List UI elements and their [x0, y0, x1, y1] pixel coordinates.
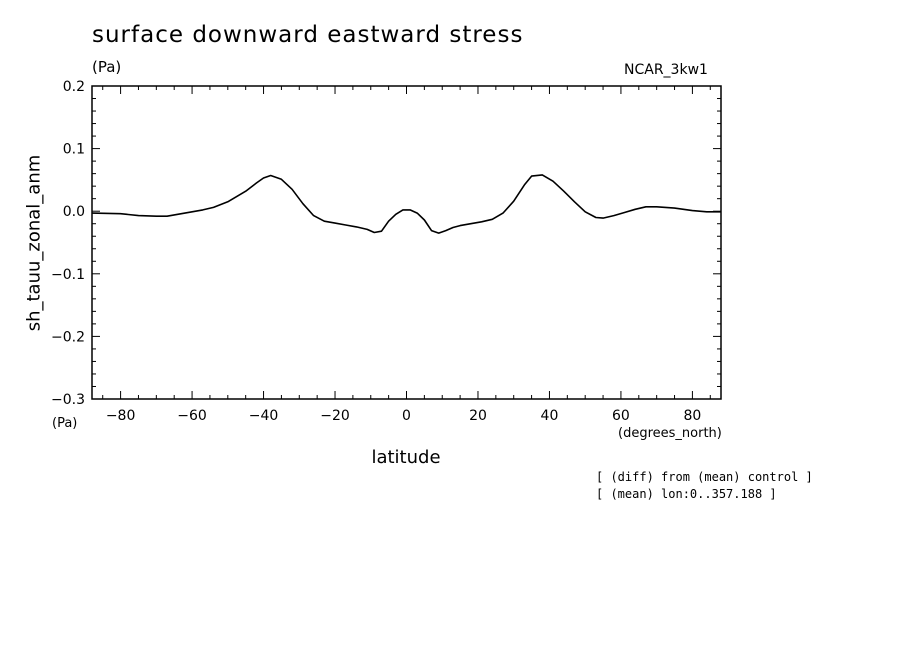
- annotation-diff: [ (diff) from (mean) control ]: [596, 470, 813, 484]
- x-tick-label: 80: [683, 408, 701, 424]
- model-label: NCAR_3kw1: [624, 62, 708, 78]
- axis-ticks: [92, 85, 721, 400]
- chart-title: surface downward eastward stress: [92, 22, 524, 48]
- y-axis-units: (Pa): [52, 416, 78, 431]
- y-tick-label: 0.0: [63, 204, 85, 220]
- y-tick-label: 0.2: [63, 79, 85, 95]
- y-tick-label: −0.2: [51, 329, 85, 345]
- x-tick-label: 20: [469, 408, 487, 424]
- plot-frame: [91, 85, 722, 400]
- x-tick-label: 40: [541, 408, 559, 424]
- y-tick-label: −0.3: [51, 392, 85, 408]
- annotation-mean: [ (mean) lon:0..357.188 ]: [596, 487, 777, 501]
- y-tick-label: −0.1: [51, 267, 85, 283]
- x-tick-label: −60: [177, 408, 207, 424]
- x-axis-units: (degrees_north): [618, 426, 722, 441]
- x-tick-label: −40: [249, 408, 279, 424]
- y-tick-label: 0.1: [63, 142, 85, 158]
- x-tick-label: −20: [320, 408, 350, 424]
- series-line: [91, 174, 721, 234]
- x-tick-label: 0: [402, 408, 411, 424]
- tick-labels: −80 −60 −40 −20 0 20 40 60 80 −0.3 −0.2 −0.1 0.0 0.1 0…: [51, 79, 701, 424]
- x-tick-label: 60: [612, 408, 630, 424]
- x-axis-label: latitude: [371, 447, 441, 468]
- title-units: (Pa): [92, 58, 122, 76]
- x-tick-label: −80: [106, 408, 136, 424]
